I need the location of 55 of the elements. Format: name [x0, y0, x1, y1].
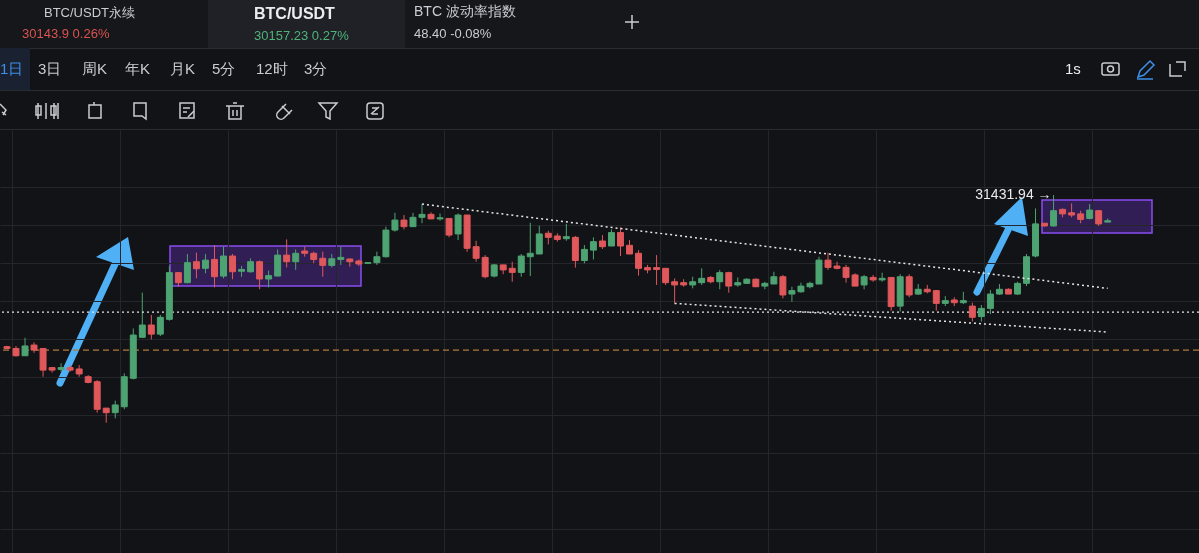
candlestick — [671, 277, 679, 304]
candlestick — [436, 212, 444, 222]
text: 5分 — [212, 60, 236, 79]
text: 月K — [170, 60, 196, 79]
candlestick — [617, 226, 624, 257]
candlestick — [535, 225, 543, 255]
candlestick — [201, 253, 209, 274]
candlestick — [283, 238, 291, 268]
candlestick — [57, 362, 65, 373]
candlestick — [192, 252, 200, 279]
candlestick — [571, 235, 579, 269]
candlestick — [472, 240, 480, 263]
candlestick — [986, 289, 994, 315]
candlestick — [156, 314, 164, 337]
chart-title: BTC/USDT — [254, 5, 335, 23]
annotation: 31431.94 → — [975, 186, 1052, 202]
text: 年K — [125, 60, 151, 79]
candlestick — [779, 274, 787, 299]
candlestick — [526, 222, 534, 277]
text: BTC/USDT永续 — [44, 4, 135, 22]
candlestick — [968, 302, 976, 323]
candlestick — [138, 292, 146, 338]
candlestick — [716, 269, 724, 290]
candlestick — [905, 273, 913, 298]
candlestick — [211, 244, 218, 288]
candlestick — [580, 244, 588, 264]
candlestick — [1050, 194, 1058, 228]
candlestick — [635, 249, 643, 277]
candlestick — [274, 248, 282, 277]
text: 周K — [82, 60, 108, 79]
candlestick — [220, 246, 227, 279]
text: BTC 波动率指数 — [414, 3, 516, 21]
candlestick — [878, 272, 886, 283]
candlestick — [589, 236, 597, 260]
candlestick — [653, 254, 661, 286]
text: 3分 — [304, 60, 328, 79]
text: 30143.9 0.26% — [22, 26, 110, 41]
candlestick — [481, 254, 489, 279]
candlestick — [319, 251, 327, 278]
candlestick — [292, 248, 300, 271]
candlestick — [337, 246, 345, 266]
candlestick — [517, 253, 525, 278]
candlestick — [445, 217, 453, 238]
candlestick — [229, 253, 237, 280]
text: 1s — [1065, 60, 1081, 77]
text: 1日 — [0, 60, 24, 79]
candlestick — [256, 260, 264, 290]
candlestick — [147, 314, 155, 340]
candlestick — [183, 253, 191, 284]
chart-subtitle: 30157.23 0.27% — [254, 28, 349, 43]
text: 3日 — [38, 60, 62, 79]
candlestick — [508, 261, 516, 283]
candlestick — [454, 212, 462, 241]
text: 48.40 -0.08% — [414, 26, 492, 41]
text: 12时 — [256, 60, 288, 79]
